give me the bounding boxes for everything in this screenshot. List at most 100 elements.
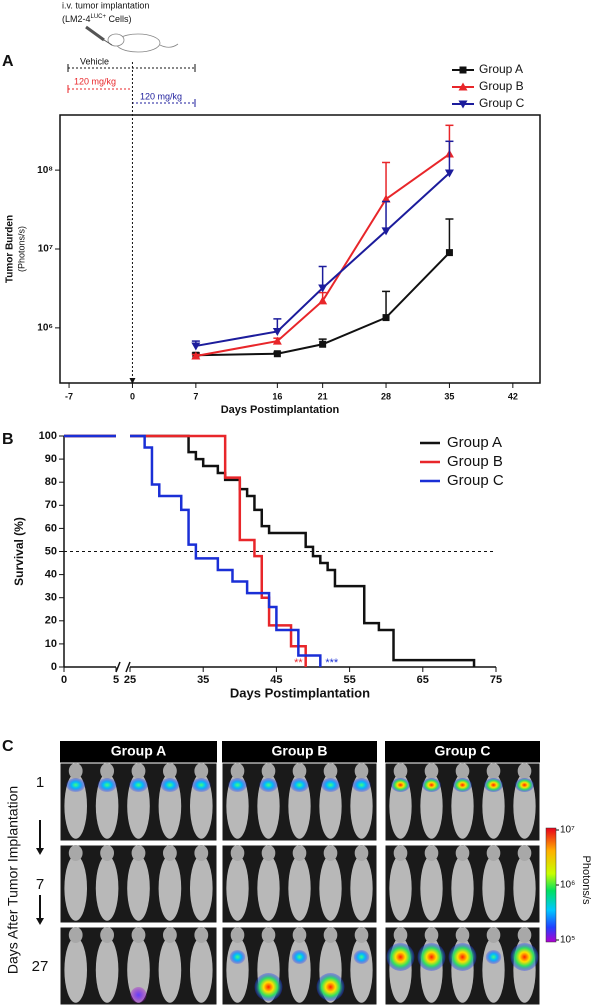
signal	[66, 778, 86, 792]
mouse	[420, 855, 443, 921]
x-tick-label: 7	[193, 391, 198, 401]
significance: ***	[325, 657, 339, 669]
signal	[515, 778, 534, 792]
mouse	[482, 855, 505, 921]
day-label: 7	[36, 876, 44, 893]
mouse	[350, 855, 373, 921]
mouse-head	[131, 845, 146, 861]
y-axis-label: Tumor Burden	[5, 215, 16, 283]
signal	[228, 778, 247, 792]
mouse	[389, 855, 412, 921]
mouse-head	[261, 763, 276, 779]
x-tick-label: 0	[130, 391, 135, 401]
mouse	[189, 937, 213, 1003]
group-header	[222, 741, 377, 763]
mouse	[482, 937, 505, 1003]
signal	[259, 778, 278, 792]
mouse-head	[230, 763, 245, 779]
mouse-head	[323, 845, 338, 861]
cells: (LM2-4	[62, 14, 91, 24]
imaging-y-label: Days After Tumor Implantation	[5, 786, 21, 974]
panel-label: B	[2, 431, 14, 448]
panel-label: C	[2, 738, 14, 755]
group-header-label: Group A	[111, 743, 166, 759]
mouse-head	[323, 763, 338, 779]
colorbar-tick-label: 10⁶	[560, 880, 575, 891]
mouse-head	[131, 763, 146, 779]
y-tick-label: 80	[45, 476, 57, 488]
signal	[254, 973, 283, 1001]
x-tick-label: 75	[490, 674, 502, 686]
signal	[129, 778, 148, 792]
mouse	[158, 937, 182, 1003]
mouse	[95, 937, 119, 1003]
mouse	[451, 855, 474, 921]
legend-label: Group C	[447, 472, 504, 489]
mouse	[95, 855, 119, 921]
panel-label: A	[2, 53, 14, 70]
mouse-head	[354, 927, 369, 943]
mouse	[257, 855, 280, 921]
legend-label: Group A	[447, 434, 502, 451]
marker	[444, 169, 454, 178]
y-tick-label: 50	[45, 545, 57, 557]
mouse	[64, 855, 88, 921]
mouse-head	[261, 927, 276, 943]
marker	[191, 351, 201, 360]
mouse	[288, 855, 311, 921]
x-tick-label: 0	[61, 674, 67, 686]
mouse-head	[354, 845, 369, 861]
mouse-icon	[85, 25, 179, 53]
y-tick-label: 70	[45, 499, 57, 511]
mouse-head	[131, 927, 146, 943]
signal	[290, 778, 309, 792]
y-tick-label: 10⁶	[37, 323, 53, 334]
day-label: 27	[32, 958, 49, 975]
mouse	[64, 937, 88, 1003]
mouse	[350, 937, 373, 1003]
mouse-head	[230, 927, 245, 943]
axis-break	[115, 661, 121, 673]
mouse-head	[162, 763, 177, 779]
y-tick-label: 30	[45, 592, 57, 604]
marker	[382, 314, 390, 322]
colorbar-tick-label: 10⁵	[560, 935, 575, 946]
signal	[97, 778, 117, 792]
mouse-head	[393, 763, 408, 779]
x-tick-label: 35	[197, 674, 209, 686]
mouse-head	[393, 927, 408, 943]
vehicle-label: Vehicle	[80, 56, 109, 66]
mouse-head	[292, 927, 307, 943]
colorbar-label: Photons/s	[580, 856, 592, 905]
legend-label: Group C	[479, 96, 525, 110]
legend-label: Group A	[479, 62, 523, 76]
mouse-head	[292, 845, 307, 861]
mouse-head	[100, 763, 115, 779]
arrow-head	[36, 918, 44, 925]
mouse-head	[194, 927, 209, 943]
signal	[352, 778, 371, 792]
mouse	[513, 855, 536, 921]
y-tick-label: 40	[45, 569, 57, 581]
mouse-head	[486, 845, 501, 861]
schematic-title: i.v. tumor implantation	[62, 0, 149, 10]
cells-sup: LUC+	[91, 14, 107, 20]
colorbar-tick-label: 10⁷	[560, 825, 575, 836]
y-tick-label: 100	[39, 430, 57, 442]
signal	[316, 973, 345, 1001]
mouse-head	[424, 763, 439, 779]
y-axis-label: Survival (%)	[12, 517, 26, 586]
marker	[318, 284, 328, 293]
mouse-head	[424, 927, 439, 943]
x-axis-label: Days Postimplantation	[230, 685, 370, 700]
x-tick-label: 28	[381, 391, 391, 401]
signal	[353, 950, 370, 964]
signal	[386, 943, 415, 971]
mouse-head	[486, 927, 501, 943]
signal	[160, 778, 180, 792]
signal	[484, 778, 503, 792]
mouse-head	[68, 927, 83, 943]
mouse-head	[354, 763, 369, 779]
mouse	[127, 937, 150, 1003]
